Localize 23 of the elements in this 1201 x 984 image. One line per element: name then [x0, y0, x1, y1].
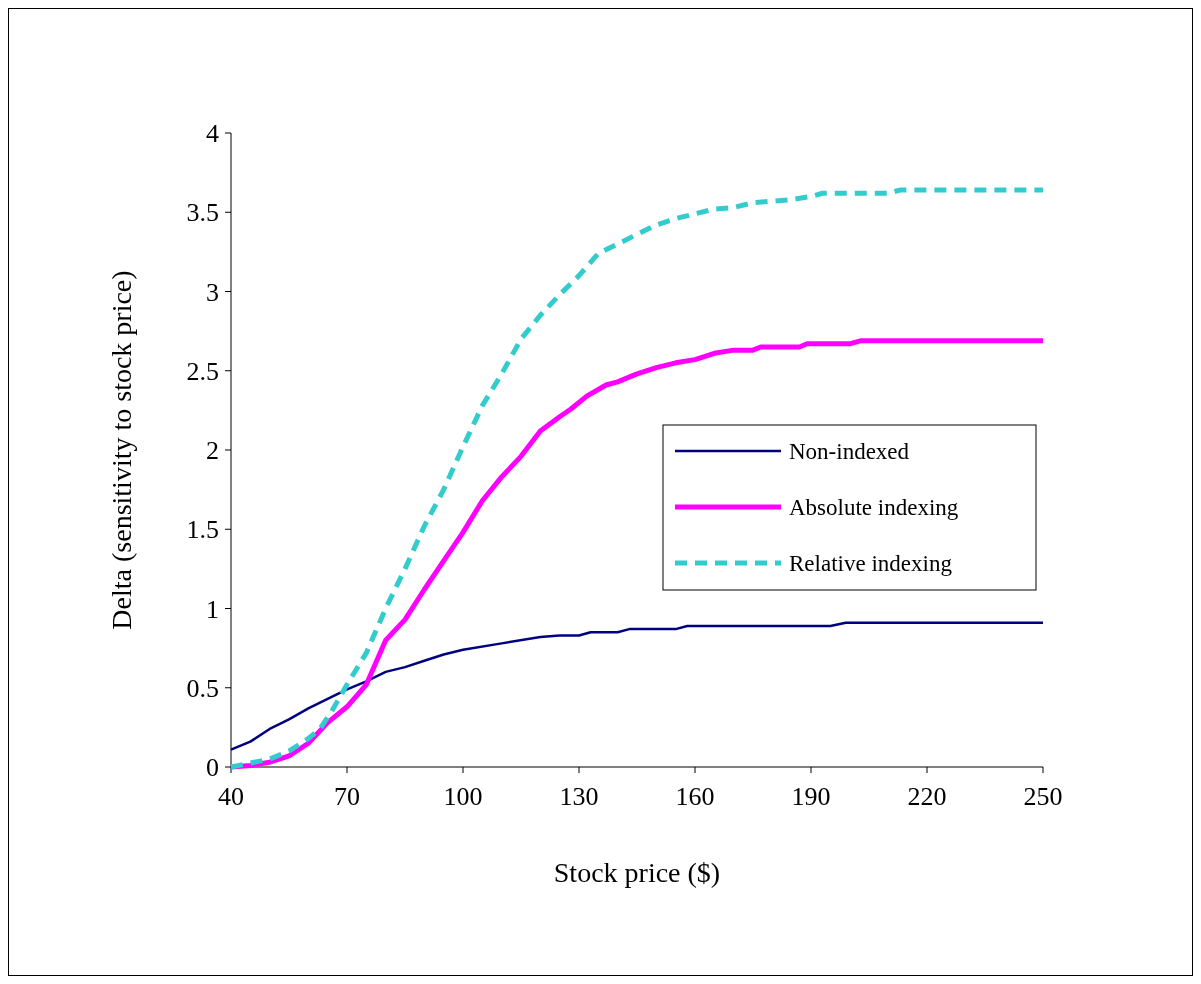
y-tick-label: 4 [206, 119, 219, 149]
x-tick-label: 100 [443, 782, 483, 811]
y-tick-label: 3.5 [186, 198, 219, 228]
y-tick-label: 3 [206, 277, 219, 307]
y-axis-title: Delta (sensitivity to stock price) [106, 270, 137, 630]
y-tick-label: 1.5 [186, 515, 219, 545]
legend-label: Absolute indexing [789, 495, 959, 521]
x-tick-label: 130 [559, 782, 599, 811]
x-axis-title: Stock price ($) [553, 857, 721, 888]
y-tick-label: 2.5 [186, 356, 219, 386]
x-tick-label: 40 [218, 782, 244, 811]
legend-label: Non-indexed [789, 439, 910, 465]
y-tick-label: 0.5 [186, 673, 219, 703]
y-tick-label: 0 [206, 753, 219, 783]
x-tick-label: 160 [675, 782, 715, 811]
x-tick-label: 220 [907, 782, 947, 811]
x-tick-label: 250 [1023, 782, 1063, 811]
line-series [229, 621, 1045, 751]
x-tick-label: 70 [334, 782, 360, 811]
y-tick-label: 2 [206, 436, 219, 466]
x-tick-label: 190 [791, 782, 831, 811]
y-tick-label: 1 [206, 594, 219, 624]
legend-label: Relative indexing [789, 551, 953, 577]
